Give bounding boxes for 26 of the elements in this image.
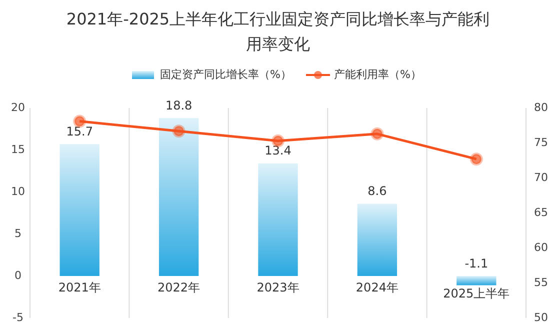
x-tick-label: 2024年 xyxy=(356,280,398,294)
y2-tick-label: 70 xyxy=(534,171,548,184)
x-tick-label: 2022年 xyxy=(158,280,200,294)
legend-label: 固定资产同比增长率（%） xyxy=(160,68,292,82)
data-label: 18.8 xyxy=(165,98,192,112)
y2-tick-label: 65 xyxy=(534,206,548,220)
x-tick-label: 2025上半年 xyxy=(443,286,510,301)
y-tick-label: 20 xyxy=(11,101,25,114)
chart-title: 2021年-2025上半年化工行业固定资产同比增长率与产能利用率变化 xyxy=(66,9,490,54)
y2-tick-label: 80 xyxy=(534,101,548,114)
x-tick-label: 2023年 xyxy=(256,280,300,294)
y2-tick-label: 55 xyxy=(534,276,548,290)
y-tick-label: -5 xyxy=(12,311,24,322)
y-tick-label: 5 xyxy=(14,227,22,240)
y2-tick-label: 75 xyxy=(534,136,548,150)
data-label: -1.1 xyxy=(464,256,488,270)
y2-tick-label: 60 xyxy=(534,241,548,254)
data-label: 8.6 xyxy=(368,184,387,198)
legend-label: 产能利用率（%） xyxy=(334,68,422,82)
x-tick-label: 2021年 xyxy=(58,280,101,294)
y-tick-label: 0 xyxy=(14,269,22,282)
y-tick-label: 10 xyxy=(11,185,25,198)
data-label: 15.7 xyxy=(66,124,93,138)
data-label: 13.4 xyxy=(264,144,292,158)
y-tick-label: 15 xyxy=(11,143,25,156)
y2-tick-label: 50 xyxy=(534,311,548,322)
